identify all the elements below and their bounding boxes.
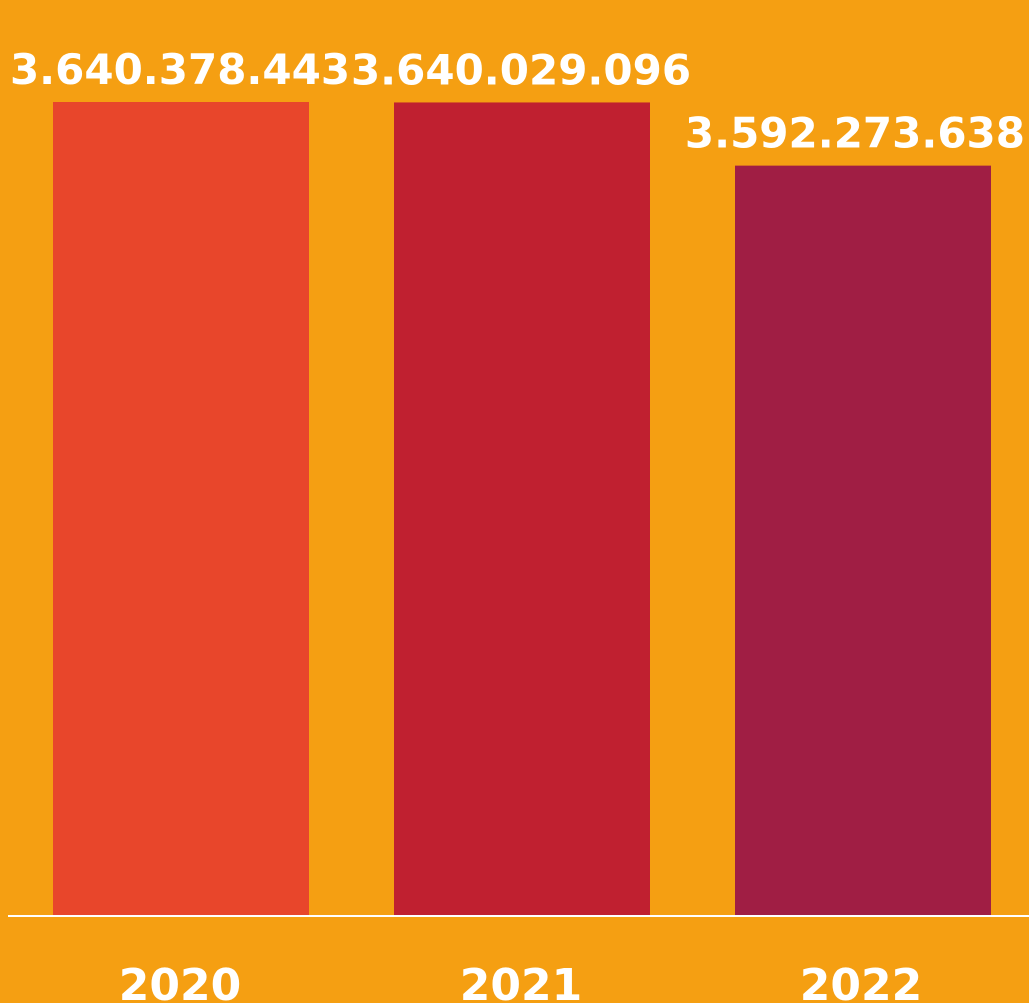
category-label-2022: 2022 — [800, 960, 922, 1003]
category-label-2021: 2021 — [460, 960, 582, 1003]
category-label-2020: 2020 — [119, 960, 241, 1003]
value-labels-group: 3.640.378.443 3.640.029.096 3.592.273.638 — [10, 45, 1025, 158]
value-label-2021: 3.640.029.096 — [351, 45, 691, 94]
category-labels-group: 2020 2021 2022 — [119, 960, 922, 1003]
bar-2021 — [394, 102, 650, 917]
value-label-2020: 3.640.378.443 — [10, 45, 350, 94]
bar-2020 — [53, 102, 309, 916]
bars-group — [53, 102, 991, 917]
value-label-2022: 3.592.273.638 — [685, 109, 1025, 158]
bar-2022 — [735, 165, 991, 916]
